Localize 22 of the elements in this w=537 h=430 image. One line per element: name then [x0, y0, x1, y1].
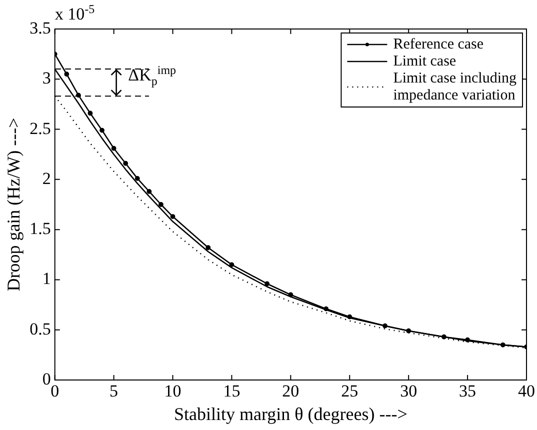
y-tick-label: 0 — [42, 369, 51, 388]
x-tick-label: 10 — [164, 382, 182, 401]
x-tick-label: 30 — [400, 382, 418, 401]
y-tick-label: 3.5 — [30, 18, 51, 38]
y-tick-label: 3 — [42, 68, 51, 88]
y-tick-label: 0.5 — [30, 319, 51, 338]
legend-label: Limit case — [393, 53, 456, 70]
x-tick-label: 15 — [223, 382, 240, 401]
y-axis-title: Droop gain (Hz/W) ---> — [4, 118, 24, 292]
x-axis-title: Stability margin θ (degrees) ---> — [174, 404, 408, 424]
text: x 10$^{-5}$ — [54, 2, 95, 25]
y-tick-label: 1.5 — [30, 219, 51, 238]
x-tick-label: 35 — [459, 382, 476, 401]
x-tick-label: 25 — [341, 382, 358, 401]
y-tick-label: 2 — [42, 168, 51, 188]
legend-label: Reference case — [393, 36, 484, 52]
x-tick-label: 40 — [518, 382, 535, 401]
y-tick-label: 1 — [42, 269, 51, 288]
x-tick-label: 20 — [282, 382, 300, 401]
legend-label: Limit case including impedance variation — [393, 70, 517, 104]
y-tick-label: 2.5 — [30, 118, 51, 138]
x-tick-label: 5 — [110, 382, 118, 401]
